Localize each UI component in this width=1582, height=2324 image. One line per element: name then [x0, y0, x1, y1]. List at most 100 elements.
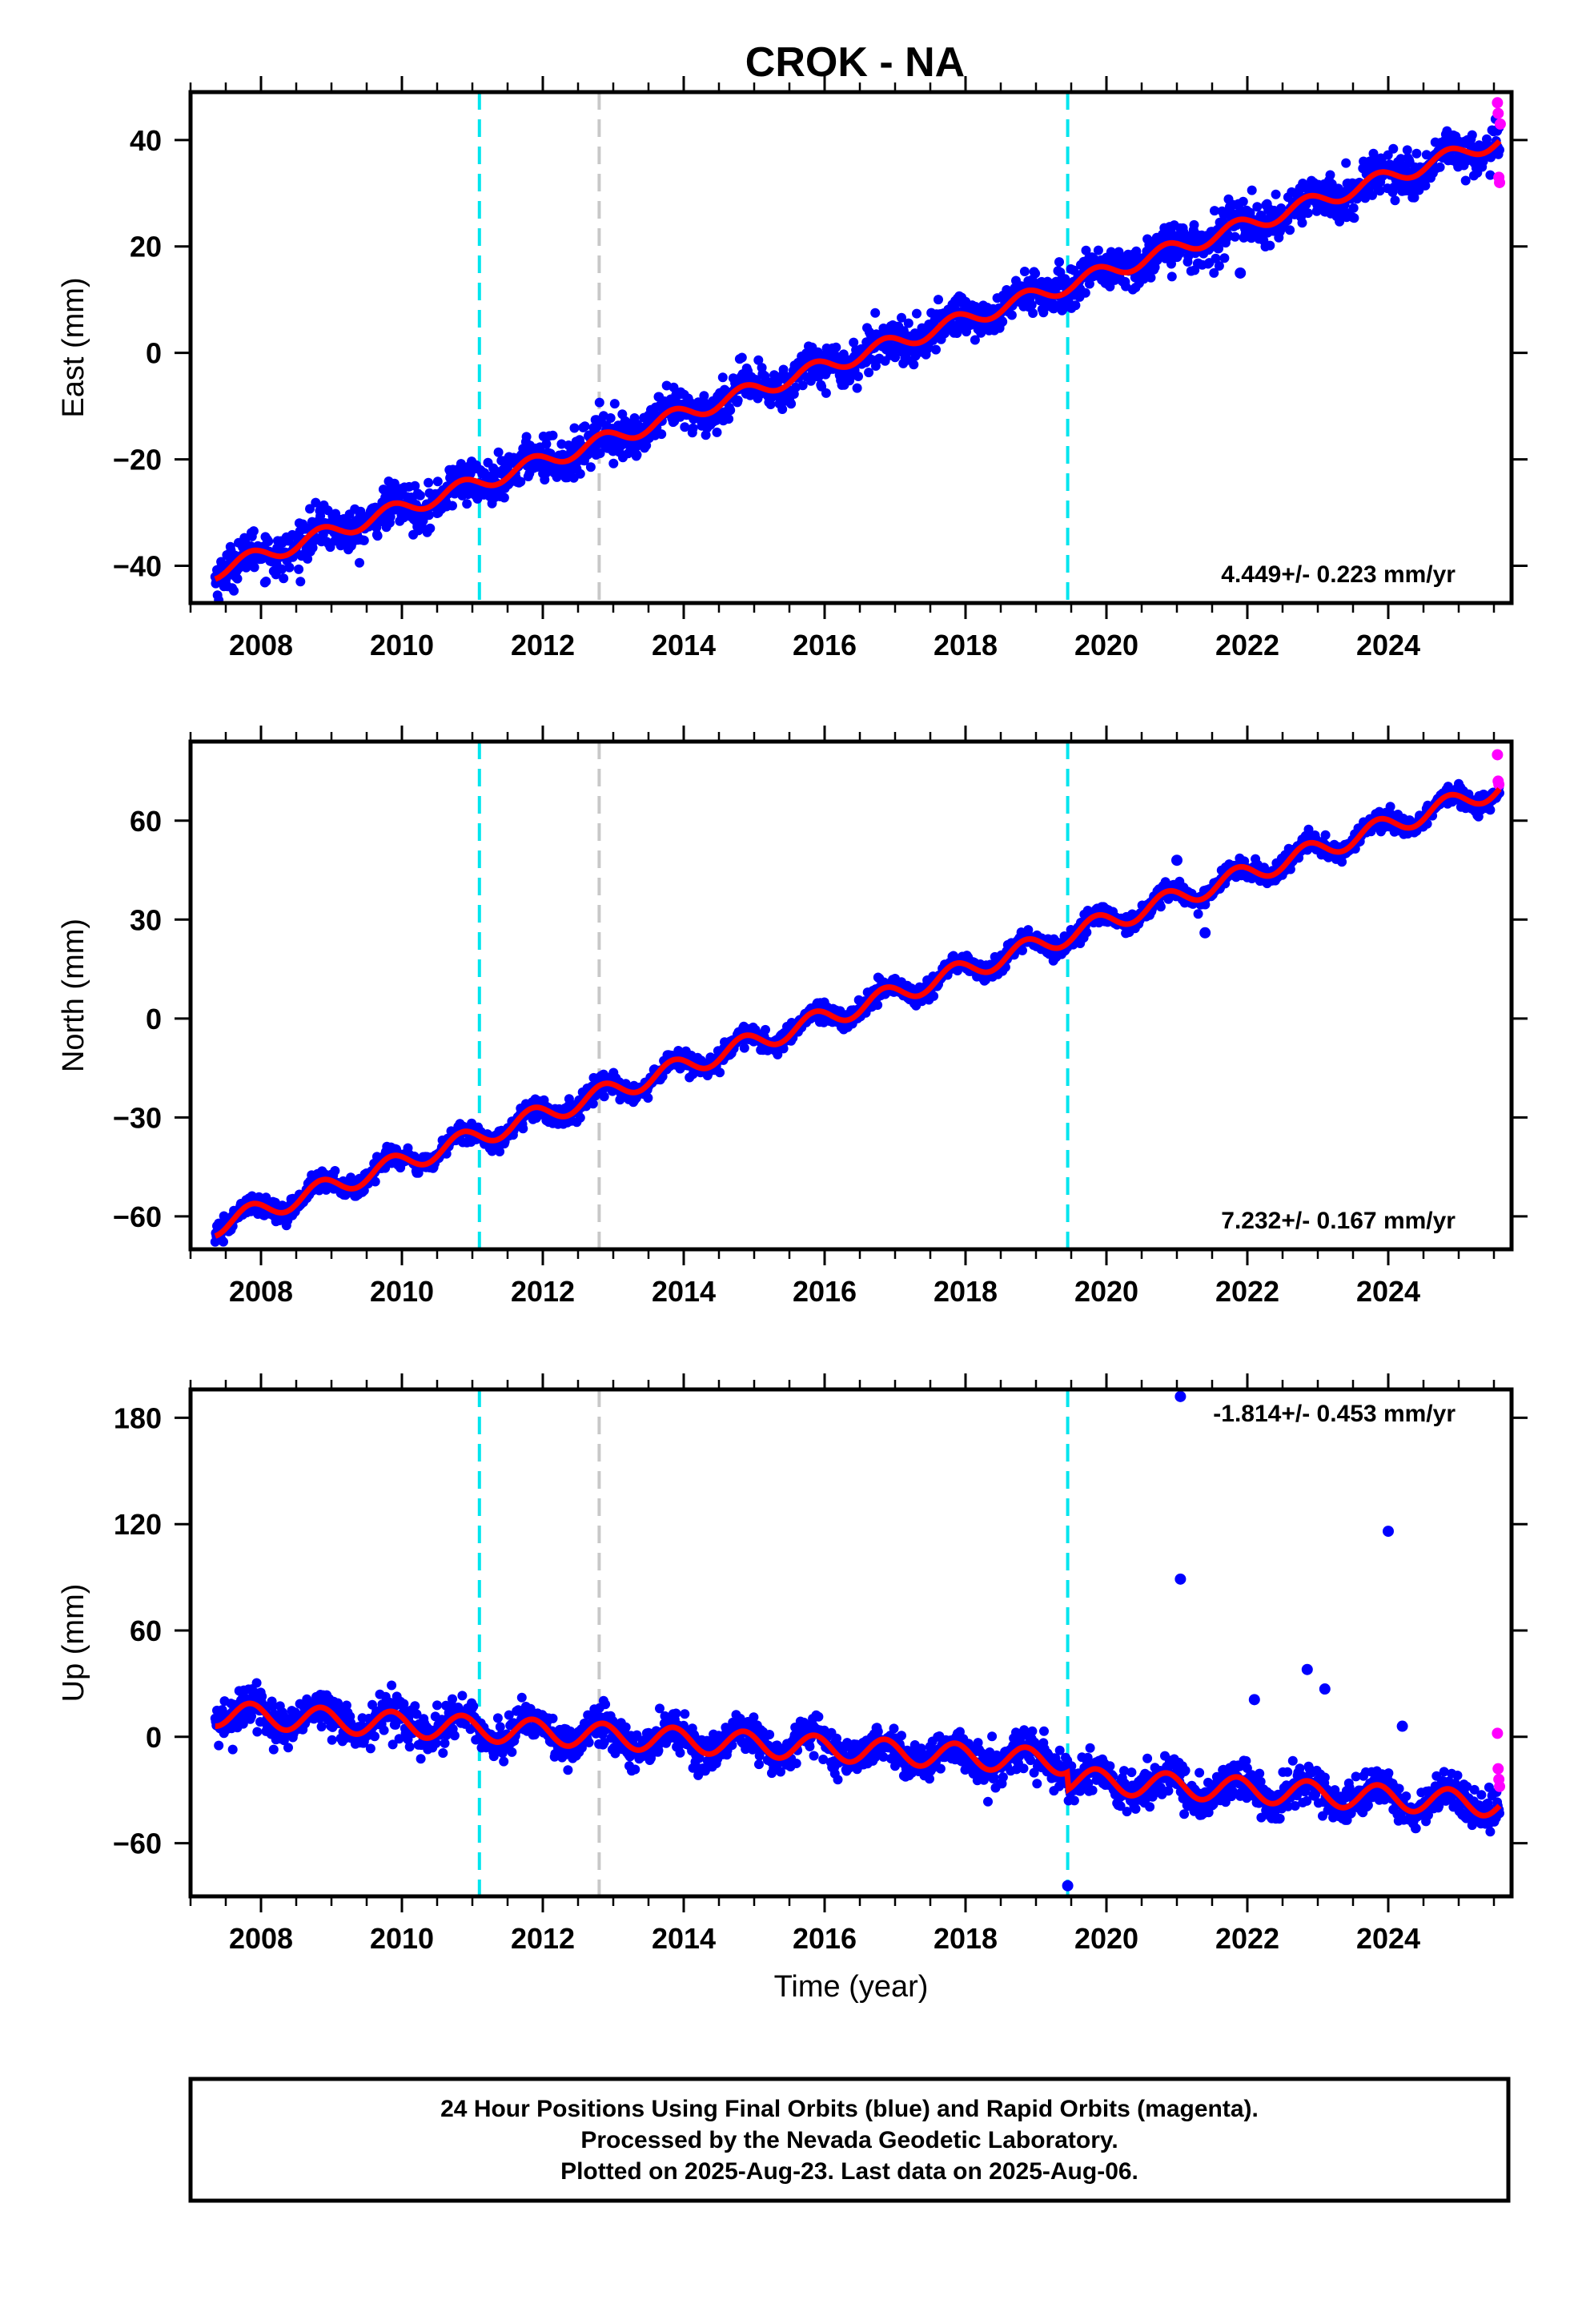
data-point — [359, 535, 369, 545]
data-point — [372, 531, 383, 541]
data-point — [493, 447, 504, 457]
data-point — [1247, 185, 1257, 195]
data-point — [852, 383, 862, 393]
data-point — [609, 399, 620, 409]
data-point — [632, 450, 642, 460]
data-point — [724, 414, 734, 424]
data-point — [605, 413, 616, 423]
data-point — [252, 1727, 263, 1737]
data-point — [214, 1740, 224, 1751]
y-tick-label: −60 — [113, 1200, 162, 1233]
data-point — [1271, 189, 1281, 199]
data-point — [1211, 253, 1221, 263]
data-point — [712, 427, 722, 437]
data-point — [518, 1124, 528, 1134]
rapid-orbit-point — [1492, 749, 1504, 761]
data-point — [1367, 190, 1377, 200]
data-point — [1080, 287, 1090, 298]
data-point — [1335, 216, 1345, 227]
y-axis-label: East (mm) — [57, 277, 90, 417]
data-point — [1146, 272, 1156, 283]
data-point — [521, 432, 532, 442]
data-point — [929, 991, 939, 1001]
data-point — [777, 404, 788, 414]
data-point — [1189, 219, 1199, 230]
data-point — [389, 478, 400, 489]
data-point — [248, 526, 259, 537]
x-tick-label: 2020 — [1074, 629, 1138, 661]
data-point — [595, 448, 605, 458]
data-point — [499, 493, 509, 503]
data-point — [656, 429, 667, 440]
data-point — [232, 573, 243, 584]
data-point — [1411, 148, 1422, 159]
data-point — [580, 421, 590, 432]
data-point — [1402, 145, 1412, 155]
data-point — [715, 1068, 725, 1078]
data-point — [1285, 225, 1295, 235]
data-point — [641, 440, 652, 451]
data-point — [821, 388, 831, 398]
data-point — [1409, 192, 1419, 203]
data-point — [1058, 303, 1069, 313]
x-tick-label: 2022 — [1215, 629, 1279, 661]
rapid-orbit-point — [1492, 107, 1504, 119]
x-tick-label: 2018 — [934, 1275, 998, 1308]
velocity-label: 7.232+/- 0.167 mm/yr — [1221, 1208, 1456, 1234]
data-point — [495, 1147, 505, 1156]
data-point — [424, 477, 434, 488]
y-tick-label: 60 — [130, 805, 162, 838]
data-point — [1214, 261, 1224, 271]
data-point — [608, 458, 619, 468]
data-point — [1388, 143, 1399, 154]
data-point — [311, 497, 321, 508]
east-panel: 2008 2010 2012 2014 2016 2018 2020 2022 2024−40−… — [57, 76, 1528, 661]
data-point — [575, 468, 585, 479]
data-point — [934, 295, 943, 305]
x-tick-label: 2010 — [370, 629, 434, 661]
data-point — [284, 562, 295, 573]
rapid-orbit-point — [1494, 176, 1506, 188]
data-point — [725, 405, 736, 416]
data-point — [279, 573, 289, 584]
data-point — [873, 1000, 883, 1010]
data-point — [1018, 945, 1027, 955]
data-point — [680, 422, 690, 432]
x-tick-label: 2024 — [1356, 629, 1420, 661]
data-point — [1084, 279, 1094, 289]
data-point — [227, 1744, 238, 1755]
data-point — [219, 1236, 228, 1247]
data-point — [1375, 186, 1385, 196]
data-point — [739, 1043, 749, 1053]
data-point — [303, 553, 313, 564]
data-point — [1460, 175, 1471, 186]
data-point — [1093, 245, 1103, 255]
x-tick-label: 2020 — [1074, 1275, 1138, 1308]
rapid-orbit-point — [1494, 118, 1506, 130]
data-point — [251, 1678, 262, 1688]
data-point — [432, 476, 443, 487]
x-tick-label: 2008 — [229, 1275, 293, 1308]
x-tick-label: 2018 — [934, 629, 998, 661]
data-point — [594, 397, 604, 408]
plot-frame — [188, 90, 1514, 605]
data-point — [1341, 158, 1351, 168]
data-point — [831, 342, 841, 352]
data-point — [1006, 310, 1017, 320]
data-point — [257, 1691, 267, 1702]
data-point — [424, 510, 434, 521]
data-point — [385, 512, 396, 522]
data-point — [1081, 245, 1091, 255]
y-tick-label: −30 — [113, 1101, 162, 1134]
data-point — [1383, 150, 1393, 160]
data-point — [261, 577, 271, 586]
data-point — [295, 577, 306, 587]
data-point — [229, 585, 239, 596]
data-point — [425, 523, 436, 533]
data-point — [1420, 180, 1431, 191]
outlier-point — [1199, 927, 1211, 939]
x-tick-label: 2024 — [1356, 1275, 1420, 1308]
data-point — [970, 335, 980, 345]
